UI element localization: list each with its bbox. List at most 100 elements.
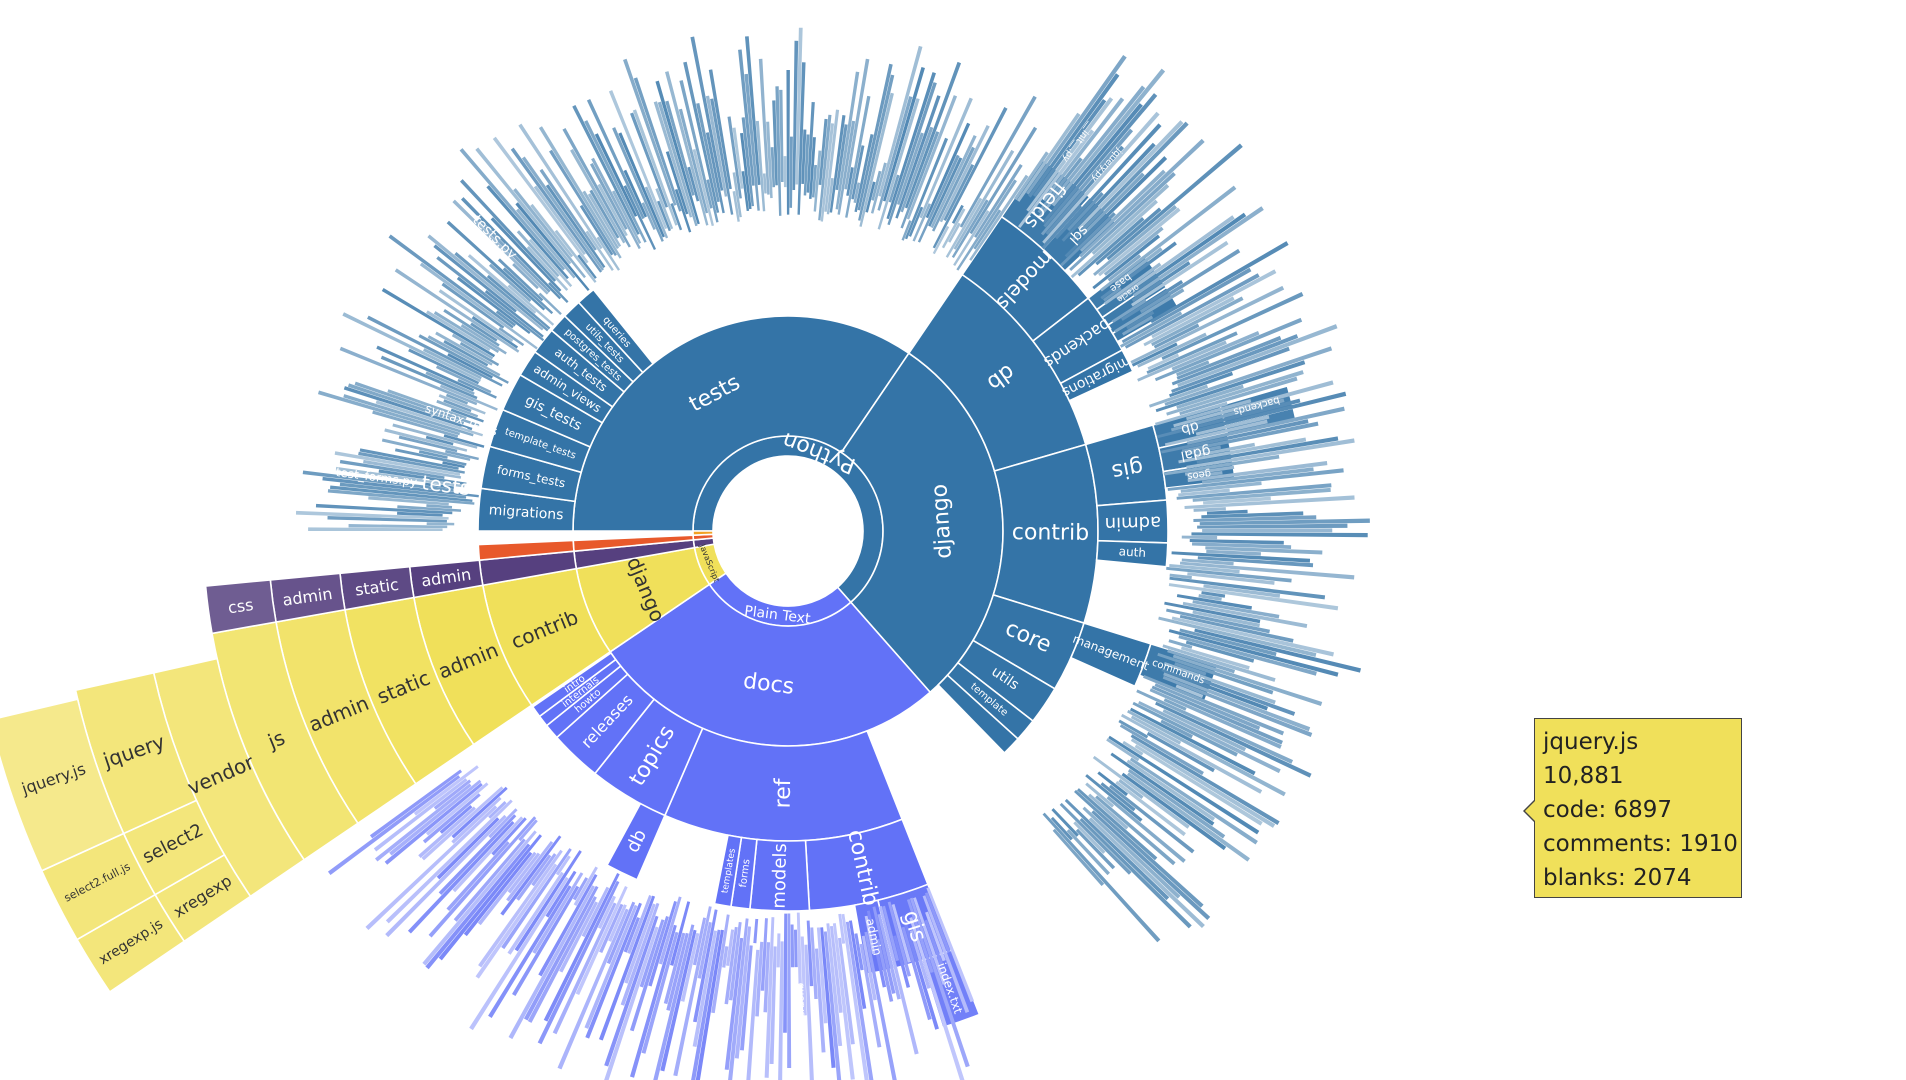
- file-segment[interactable]: [673, 906, 712, 1077]
- file-segment[interactable]: [1172, 654, 1323, 707]
- file-segment[interactable]: [1137, 340, 1227, 382]
- file-segment[interactable]: [1082, 806, 1181, 899]
- file-segment[interactable]: [1162, 675, 1313, 737]
- file-segment[interactable]: [1074, 789, 1204, 908]
- file-segment[interactable]: [755, 941, 764, 1017]
- file-segment[interactable]: [1176, 335, 1282, 380]
- file-segment[interactable]: [1186, 438, 1355, 469]
- file-segment[interactable]: [1098, 207, 1181, 277]
- file-segment[interactable]: [1199, 518, 1370, 526]
- file-segment[interactable]: [1163, 662, 1276, 705]
- file-segment[interactable]: [665, 71, 709, 226]
- file-segment[interactable]: [1196, 436, 1339, 464]
- file-segment[interactable]: [572, 104, 640, 235]
- file-segment[interactable]: [339, 346, 478, 406]
- file-segment[interactable]: [1155, 701, 1312, 778]
- file-segment[interactable]: [552, 902, 617, 1035]
- file-segment[interactable]: [604, 915, 659, 1067]
- file-segment[interactable]: [1043, 93, 1158, 228]
- file-segment[interactable]: [1069, 171, 1176, 272]
- file-segment[interactable]: [423, 348, 482, 380]
- file-segment[interactable]: [1177, 324, 1338, 387]
- file-segment[interactable]: [1041, 204, 1083, 250]
- file-segment[interactable]: [516, 208, 576, 279]
- file-segment[interactable]: [655, 80, 700, 225]
- file-segment[interactable]: [692, 930, 718, 1047]
- file-segment[interactable]: [1163, 454, 1280, 476]
- file-segment[interactable]: [932, 225, 950, 255]
- file-segment[interactable]: [502, 267, 554, 315]
- file-segment[interactable]: [857, 63, 893, 211]
- file-segment[interactable]: [1103, 226, 1164, 276]
- file-segment[interactable]: [692, 929, 724, 1080]
- file-segment[interactable]: [1136, 689, 1294, 764]
- file-segment[interactable]: [854, 933, 864, 971]
- file-segment[interactable]: [418, 334, 509, 384]
- file-segment[interactable]: [835, 124, 848, 191]
- file-segment[interactable]: [775, 86, 782, 216]
- file-segment[interactable]: [900, 131, 940, 229]
- file-segment[interactable]: [1185, 391, 1347, 435]
- file-segment[interactable]: [786, 70, 790, 215]
- file-segment[interactable]: [1181, 421, 1319, 453]
- file-segment[interactable]: [1178, 488, 1230, 497]
- file-segment[interactable]: [381, 438, 471, 461]
- file-segment[interactable]: [1118, 719, 1149, 739]
- file-segment[interactable]: [901, 220, 912, 241]
- file-segment[interactable]: [376, 345, 475, 392]
- file-segment[interactable]: [710, 98, 734, 215]
- file-segment[interactable]: [1081, 172, 1145, 236]
- file-segment[interactable]: [1051, 68, 1166, 207]
- file-segment[interactable]: [1151, 685, 1283, 745]
- file-segment[interactable]: [573, 866, 598, 906]
- file-segment[interactable]: [1169, 573, 1192, 580]
- file-segment[interactable]: [1173, 380, 1334, 428]
- file-segment[interactable]: [426, 522, 455, 526]
- file-segment[interactable]: [543, 872, 620, 1022]
- file-segment[interactable]: [760, 918, 768, 991]
- file-segment[interactable]: [809, 137, 816, 199]
- sunburst-root[interactable]: [713, 456, 863, 606]
- file-segment[interactable]: [951, 199, 989, 258]
- file-segment[interactable]: [570, 149, 626, 244]
- file-segment[interactable]: [1121, 315, 1154, 336]
- file-segment[interactable]: [528, 238, 573, 288]
- segment-ref[interactable]: [663, 727, 904, 842]
- file-segment[interactable]: [744, 73, 760, 211]
- file-segment[interactable]: [1052, 828, 1105, 887]
- file-segment[interactable]: [928, 157, 963, 227]
- file-segment[interactable]: [1115, 780, 1186, 837]
- file-segment[interactable]: [741, 171, 750, 212]
- segment-queries[interactable]: [577, 288, 655, 374]
- file-segment[interactable]: [1075, 828, 1116, 870]
- file-segment[interactable]: [1095, 207, 1162, 266]
- file-segment[interactable]: [837, 937, 855, 1045]
- file-segment[interactable]: [515, 202, 590, 292]
- segment-management[interactable]: [1069, 622, 1152, 688]
- file-segment[interactable]: [436, 817, 500, 880]
- file-segment[interactable]: [478, 849, 563, 968]
- file-segment[interactable]: [848, 920, 867, 1009]
- file-segment[interactable]: [608, 904, 627, 942]
- file-segment[interactable]: [584, 904, 638, 1029]
- file-segment[interactable]: [633, 77, 682, 212]
- file-segment[interactable]: [1171, 330, 1260, 371]
- file-segment[interactable]: [1050, 816, 1073, 841]
- file-segment[interactable]: [895, 95, 941, 219]
- file-segment[interactable]: [471, 315, 519, 349]
- file-segment[interactable]: [392, 423, 478, 449]
- file-segment[interactable]: [554, 229, 597, 283]
- file-segment[interactable]: [909, 917, 966, 1080]
- file-segment[interactable]: [1061, 142, 1156, 242]
- file-segment[interactable]: [1148, 384, 1209, 408]
- file-segment[interactable]: [924, 919, 952, 989]
- file-segment[interactable]: [516, 854, 552, 901]
- file-segment[interactable]: [451, 796, 502, 844]
- file-segment[interactable]: [329, 485, 473, 502]
- file-segment[interactable]: [1206, 549, 1261, 556]
- file-segment[interactable]: [872, 906, 896, 994]
- file-segment[interactable]: [447, 353, 493, 379]
- file-segment[interactable]: [1168, 639, 1193, 649]
- file-segment[interactable]: [810, 927, 818, 1000]
- file-segment[interactable]: [1181, 558, 1234, 566]
